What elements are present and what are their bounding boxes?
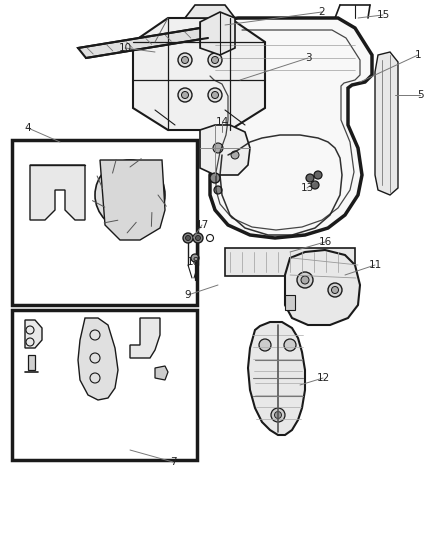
Circle shape [208, 88, 222, 102]
Text: 11: 11 [368, 260, 381, 270]
Bar [12, 310, 197, 460]
Circle shape [213, 143, 223, 153]
Circle shape [210, 173, 220, 183]
Circle shape [208, 53, 222, 67]
Circle shape [297, 272, 313, 288]
Polygon shape [78, 28, 208, 58]
Polygon shape [248, 322, 305, 435]
Text: 2: 2 [319, 7, 325, 17]
Circle shape [108, 173, 152, 217]
Circle shape [328, 283, 342, 297]
Circle shape [301, 276, 309, 284]
Text: 17: 17 [195, 220, 208, 230]
Circle shape [332, 287, 339, 294]
Polygon shape [130, 318, 160, 358]
Polygon shape [375, 52, 398, 195]
Circle shape [284, 339, 296, 351]
Text: 15: 15 [376, 10, 390, 20]
Text: 9: 9 [185, 290, 191, 300]
Circle shape [259, 339, 271, 351]
Text: 10: 10 [118, 43, 131, 53]
Circle shape [231, 151, 239, 159]
Polygon shape [155, 366, 168, 380]
Polygon shape [30, 165, 85, 220]
Circle shape [193, 233, 203, 243]
Polygon shape [200, 18, 372, 238]
Circle shape [120, 185, 140, 205]
Circle shape [181, 92, 188, 99]
Circle shape [195, 236, 201, 240]
Circle shape [212, 92, 219, 99]
Polygon shape [25, 320, 42, 348]
Circle shape [212, 56, 219, 63]
Polygon shape [78, 318, 118, 400]
Circle shape [191, 254, 199, 262]
Polygon shape [285, 250, 360, 325]
Polygon shape [28, 355, 35, 370]
Polygon shape [133, 18, 265, 130]
Circle shape [306, 174, 314, 182]
Circle shape [186, 236, 191, 240]
Polygon shape [285, 295, 295, 310]
Circle shape [178, 88, 192, 102]
Text: 18: 18 [187, 257, 200, 267]
Text: 1: 1 [415, 50, 421, 60]
Circle shape [178, 53, 192, 67]
Text: 12: 12 [316, 373, 330, 383]
Text: 4: 4 [25, 123, 31, 133]
Polygon shape [200, 12, 235, 55]
Circle shape [214, 186, 222, 194]
Text: 5: 5 [417, 90, 423, 100]
Circle shape [314, 171, 322, 179]
Polygon shape [200, 125, 250, 175]
Circle shape [271, 408, 285, 422]
Polygon shape [100, 160, 165, 240]
Circle shape [95, 160, 165, 230]
Circle shape [275, 411, 282, 418]
Text: 16: 16 [318, 237, 332, 247]
Polygon shape [185, 5, 235, 18]
Bar [225, 248, 355, 276]
Text: 14: 14 [215, 117, 229, 127]
Circle shape [311, 181, 319, 189]
Text: 3: 3 [305, 53, 311, 63]
Bar [12, 140, 197, 305]
Text: 7: 7 [170, 457, 177, 467]
Text: 13: 13 [300, 183, 314, 193]
Circle shape [181, 56, 188, 63]
Circle shape [183, 233, 193, 243]
